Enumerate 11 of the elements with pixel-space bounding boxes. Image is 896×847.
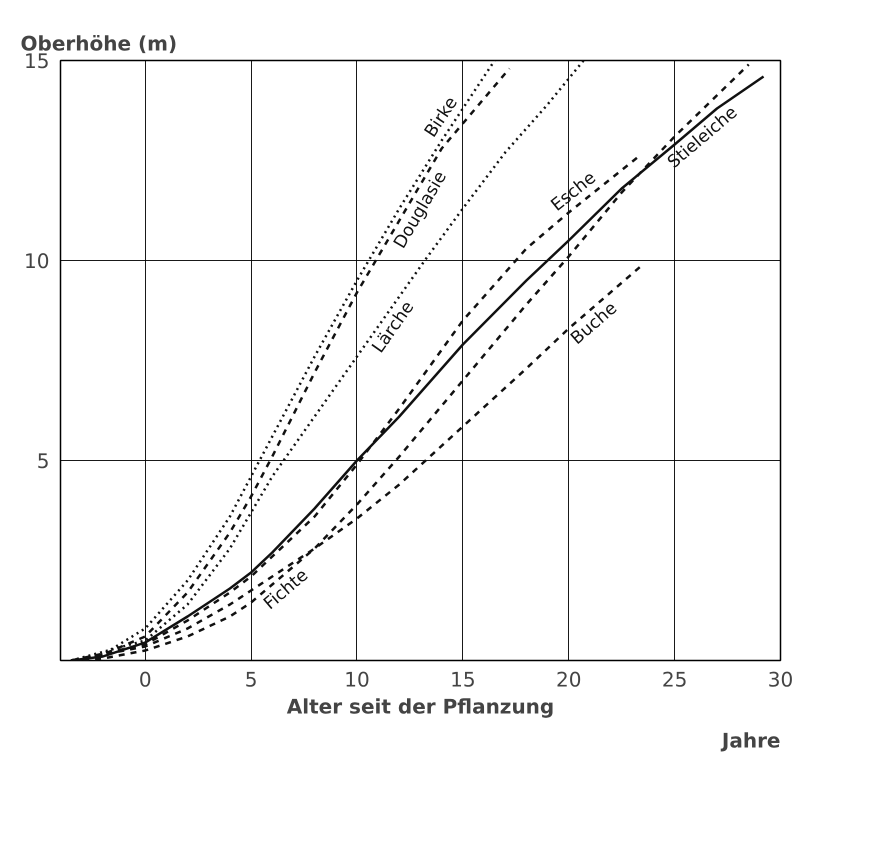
x-tick-label: 20 xyxy=(556,668,582,692)
x-axis-title: Alter seit der Pflanzung xyxy=(286,694,554,718)
y-tick-label: 5 xyxy=(36,449,50,473)
x-tick-label: 15 xyxy=(450,668,476,692)
x-tick-label: 25 xyxy=(662,668,688,692)
text: Jahre xyxy=(720,728,781,752)
y-tick-label: 10 xyxy=(24,249,50,273)
x-tick-label: 30 xyxy=(768,668,794,692)
x-tick-label: 0 xyxy=(138,668,152,692)
x-tick-label: 5 xyxy=(244,668,258,692)
x-tick-label: 10 xyxy=(344,668,370,692)
